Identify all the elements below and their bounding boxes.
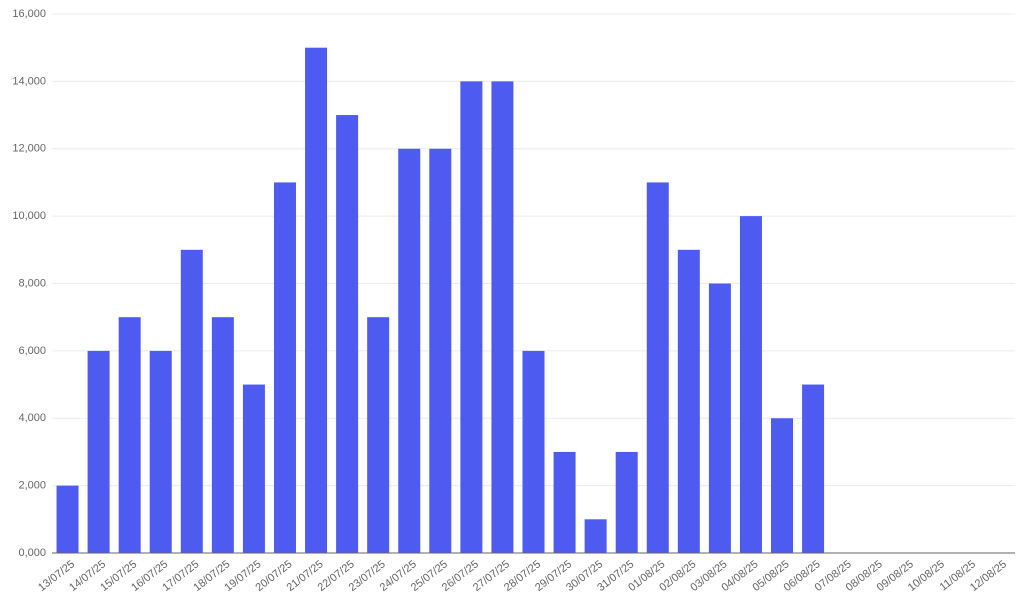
y-tick-label: 4,000 bbox=[18, 412, 46, 424]
y-tick-label: 8,000 bbox=[18, 277, 46, 289]
bar bbox=[646, 182, 669, 553]
bar bbox=[118, 317, 141, 553]
bar bbox=[553, 451, 576, 553]
y-tick-label: 0,000 bbox=[18, 547, 46, 559]
bar bbox=[460, 81, 483, 553]
bar bbox=[708, 283, 731, 553]
bar bbox=[398, 148, 421, 553]
bar bbox=[522, 350, 545, 553]
bar bbox=[180, 249, 203, 553]
bar bbox=[242, 384, 265, 553]
y-tick-label: 6,000 bbox=[18, 345, 46, 357]
bar bbox=[273, 182, 296, 553]
bar bbox=[802, 384, 825, 553]
y-tick-label: 16,000 bbox=[12, 8, 46, 20]
bar bbox=[615, 451, 638, 553]
bar bbox=[367, 317, 390, 553]
bar bbox=[491, 81, 514, 553]
bar bbox=[429, 148, 452, 553]
bar bbox=[56, 485, 79, 553]
y-tick-label: 10,000 bbox=[12, 210, 46, 222]
y-tick-label: 12,000 bbox=[12, 143, 46, 155]
bar bbox=[336, 115, 359, 553]
bar bbox=[739, 216, 762, 553]
bar bbox=[771, 418, 794, 553]
bar bbox=[211, 317, 234, 553]
y-tick-label: 2,000 bbox=[18, 480, 46, 492]
y-tick-label: 14,000 bbox=[12, 75, 46, 87]
bar bbox=[149, 350, 172, 553]
bar bbox=[305, 47, 328, 553]
bar bbox=[87, 350, 110, 553]
bar bbox=[677, 249, 700, 553]
bar bbox=[584, 519, 607, 553]
